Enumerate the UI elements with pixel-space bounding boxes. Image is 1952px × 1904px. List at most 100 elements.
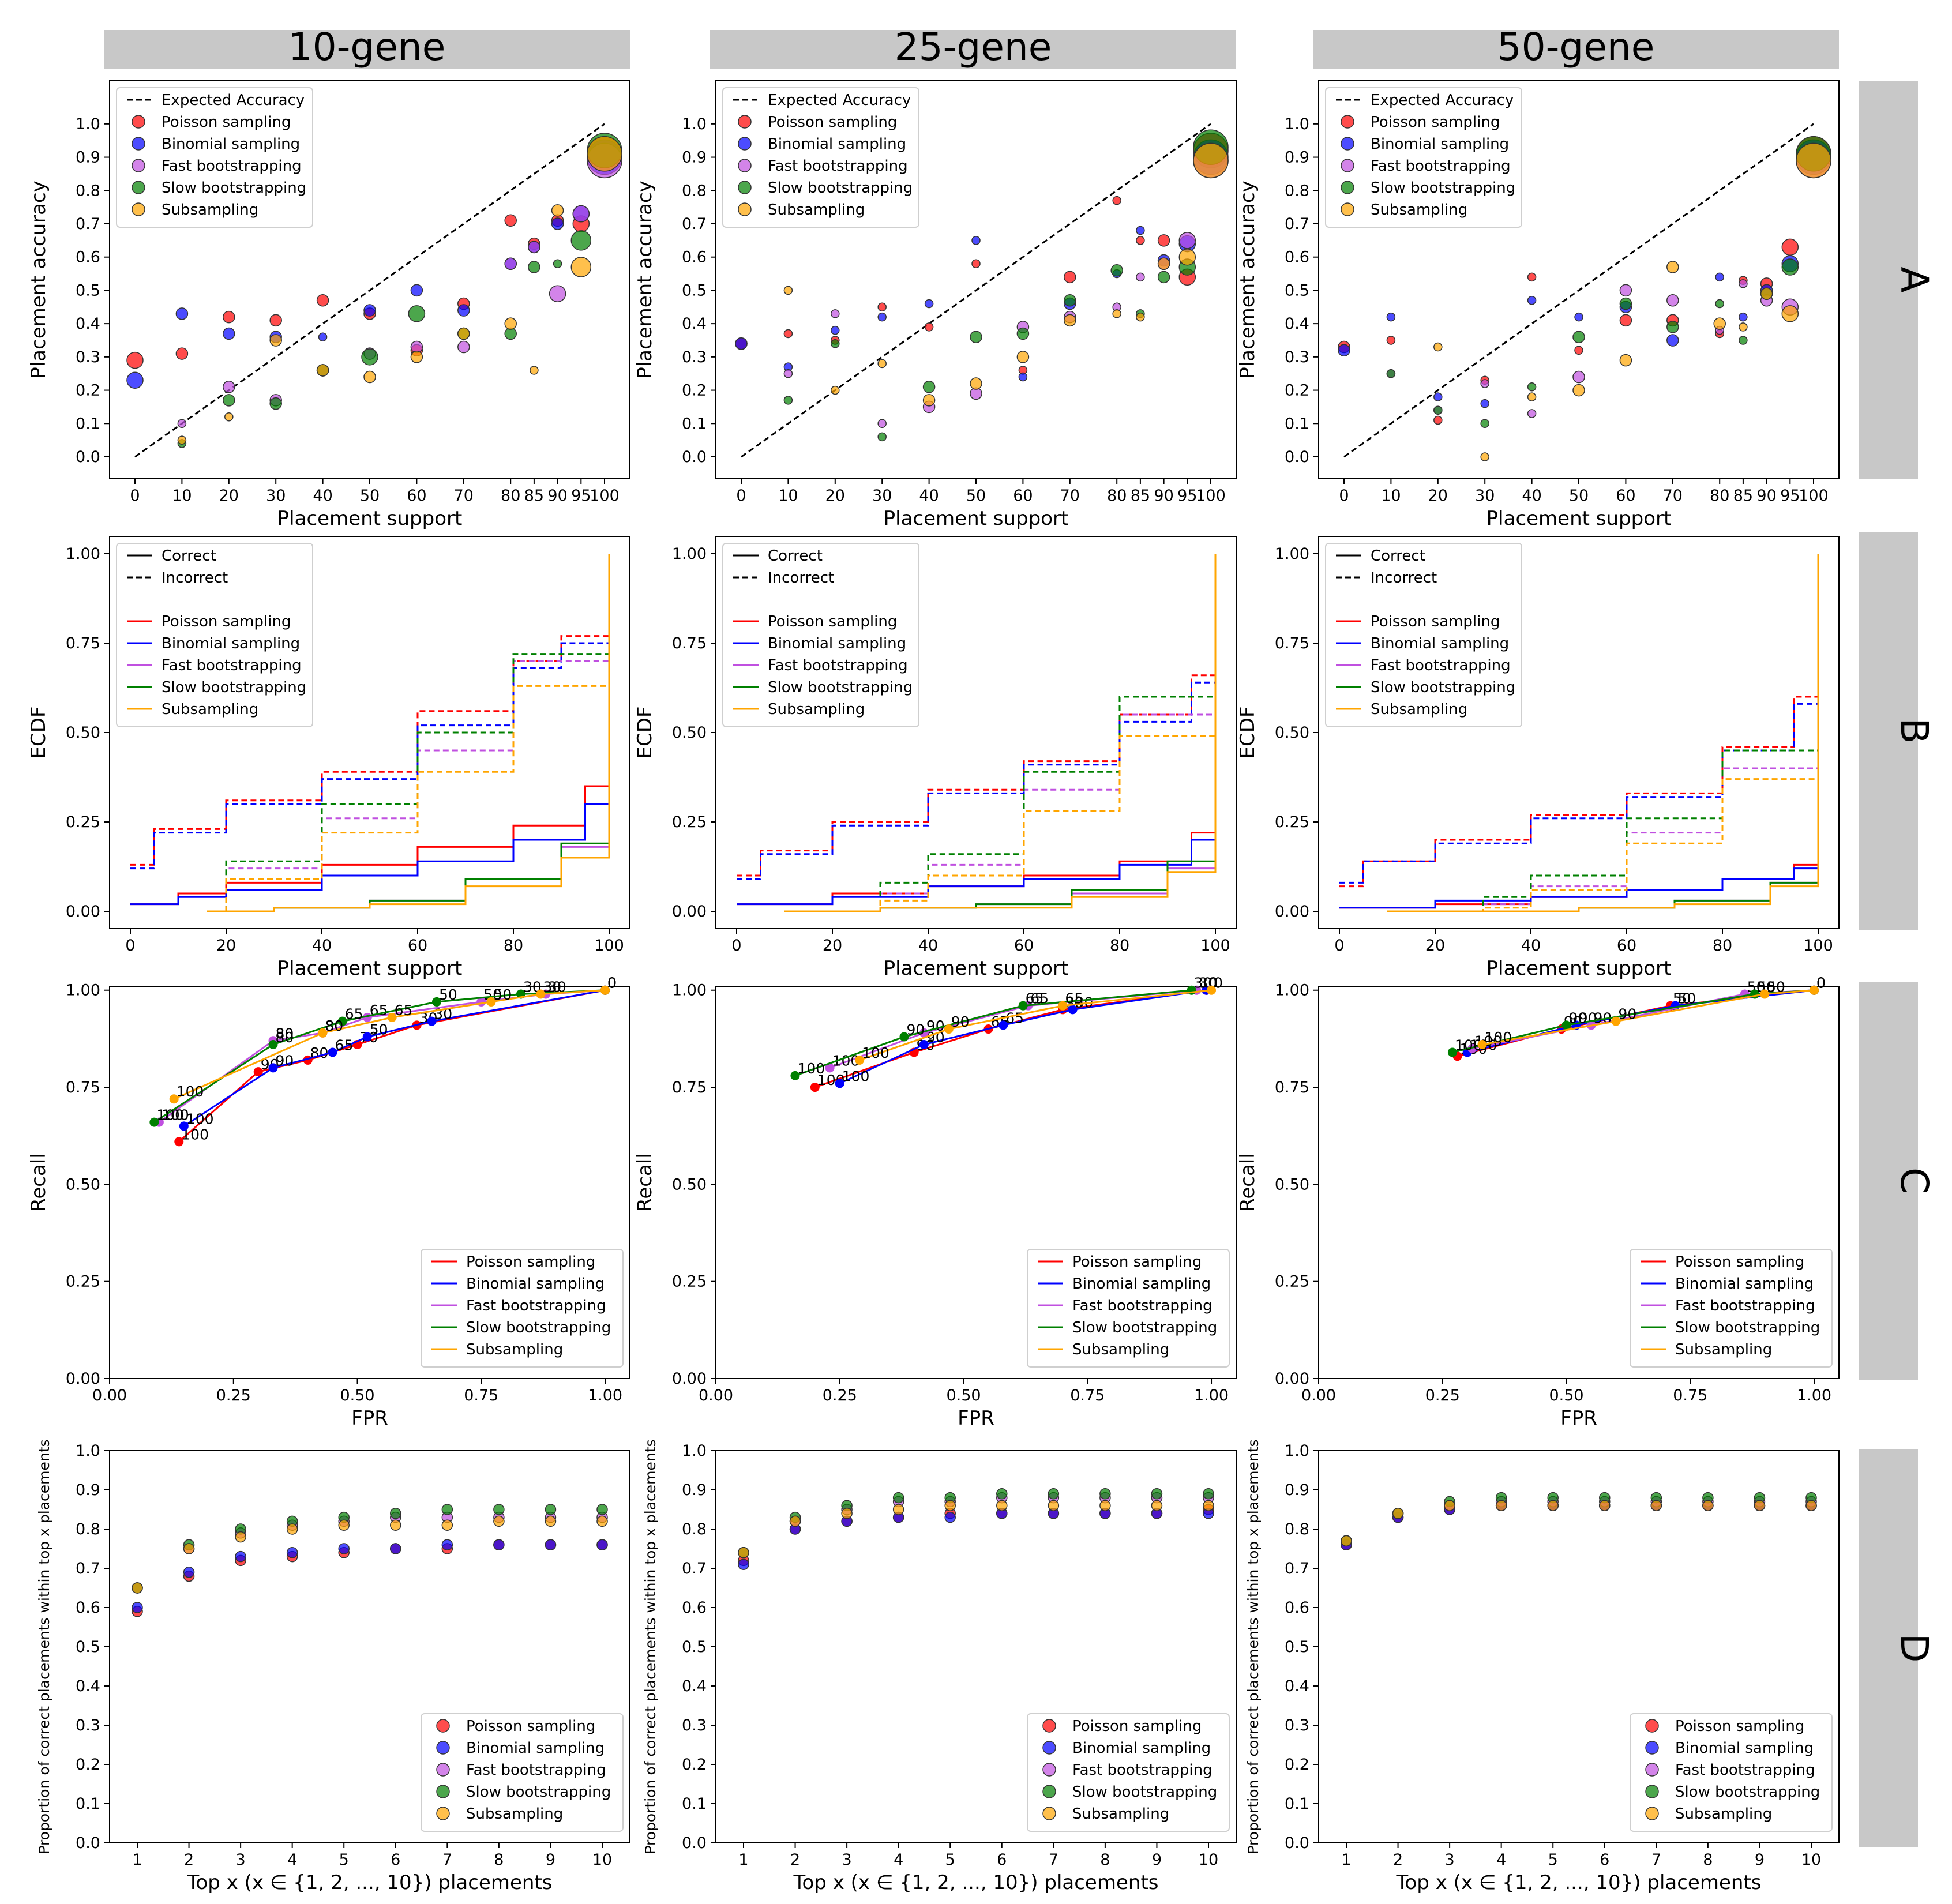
legend-label: Correct: [1371, 547, 1425, 565]
data-point: [235, 1550, 246, 1563]
data-point: [410, 284, 423, 297]
x-tick-label: 4: [894, 1851, 903, 1869]
data-point: [570, 230, 592, 251]
pr-point: [536, 989, 546, 999]
data-point: [1572, 384, 1585, 397]
y-tick-label: 0.3: [76, 1717, 100, 1734]
ecdf-line: [784, 554, 1217, 912]
y-tick-label: 0.1: [76, 1795, 100, 1813]
data-point: [363, 304, 376, 317]
x-axis-label: Placement support: [1486, 957, 1672, 980]
x-axis-label: FPR: [958, 1407, 994, 1430]
x-tick-label: 8: [494, 1851, 504, 1869]
data-point: [1739, 279, 1748, 288]
pr-point: [1207, 985, 1217, 995]
legend-label: Poisson sampling: [1072, 1253, 1202, 1271]
pr-point: [1068, 1005, 1078, 1015]
data-point: [596, 1539, 608, 1550]
legend-marker: [1341, 115, 1354, 129]
x-tick-label: 1.00: [1797, 1387, 1831, 1404]
y-tick-label: 0.5: [682, 281, 707, 299]
x-tick-label: 1.00: [1194, 1387, 1229, 1404]
y-axis-label: Recall: [633, 1153, 656, 1211]
y-tick-label: 0.7: [682, 215, 707, 233]
x-tick-label: 4: [1496, 1851, 1506, 1869]
legend-marker: [132, 137, 145, 151]
legend-box: [116, 87, 313, 228]
data-point: [551, 217, 564, 230]
y-tick-label: 0.3: [76, 348, 100, 366]
y-tick-label: 0.6: [1285, 249, 1309, 266]
y-axis-label: Proportion of correct placements within …: [36, 1439, 52, 1854]
data-point: [1666, 321, 1679, 333]
x-tick-label: 80: [1713, 937, 1732, 955]
column-header-bg: [104, 30, 630, 69]
y-tick-label: 0.00: [1275, 1370, 1309, 1388]
pr-line: [794, 989, 1192, 1077]
y-axis-label: Recall: [27, 1153, 50, 1211]
data-point: [410, 351, 423, 363]
row-title-C: C: [1892, 1167, 1936, 1194]
legend-label: Subsampling: [768, 701, 865, 718]
data-point: [493, 1504, 505, 1515]
pr-point: [998, 1020, 1008, 1030]
x-tick-label: 70: [454, 487, 474, 505]
y-tick-label: 0.6: [682, 1599, 707, 1617]
y-tick-label: 0.8: [1285, 182, 1309, 200]
data-point: [1599, 1500, 1611, 1511]
data-point: [1572, 331, 1585, 343]
legend-marker: [1645, 1807, 1659, 1820]
x-tick-label: 1: [132, 1851, 142, 1869]
legend-label: Binomial sampling: [1371, 635, 1509, 652]
data-point: [831, 385, 840, 395]
data-point: [572, 205, 590, 223]
y-tick-label: 0.8: [76, 182, 100, 200]
y-tick-label: 0.3: [682, 348, 707, 366]
panel-D-10-gene: 1 2 3 4 5 6 7 8 9 10 0.0 0.1 0.2 0.3 0.4 0.5 0.6 0.7 0.8 0.…: [36, 1439, 630, 1894]
data-point: [1048, 1500, 1060, 1511]
x-tick-label: 100: [594, 937, 624, 955]
x-tick-label: 40: [1522, 487, 1541, 505]
legend-marker: [132, 181, 145, 194]
pr-point-label: 50: [370, 1022, 388, 1038]
legend-box: [1027, 1713, 1230, 1832]
data-point: [1527, 382, 1537, 392]
pr-point-label: 65: [370, 1002, 388, 1019]
y-tick-label: 0.00: [66, 903, 100, 921]
pr-point: [362, 1032, 372, 1042]
data-point: [1048, 1488, 1060, 1500]
x-tick-label: 0.00: [1301, 1387, 1336, 1404]
row-headers: A B C D: [1859, 81, 1936, 1847]
data-point: [1760, 287, 1773, 300]
y-tick-label: 0.0: [1285, 1834, 1309, 1852]
x-tick-label: 4: [287, 1851, 297, 1869]
pr-point-label: 65: [1065, 990, 1083, 1007]
data-point: [126, 371, 144, 389]
legend-label: Fast bootstrapping: [466, 1762, 606, 1779]
pr-point: [486, 997, 496, 1007]
legend-marker: [1341, 202, 1354, 216]
data-point: [223, 310, 235, 324]
x-tick-label: 40: [1521, 937, 1541, 955]
y-tick-label: 0.0: [76, 448, 100, 466]
data-point: [1805, 1500, 1817, 1511]
pr-point: [1477, 1039, 1487, 1049]
pr-line: [1457, 989, 1815, 1057]
row-title-D: D: [1892, 1633, 1936, 1663]
data-point: [126, 351, 144, 369]
y-tick-label: 0.00: [1275, 903, 1309, 921]
legend-label: Subsampling: [1675, 1805, 1772, 1823]
data-point: [1781, 305, 1799, 322]
pr-point: [169, 1094, 179, 1104]
legend-label: Expected Accuracy: [768, 92, 911, 109]
data-point: [504, 257, 517, 270]
data-point: [877, 312, 887, 322]
data-point: [1527, 409, 1537, 418]
pr-line: [814, 989, 1207, 1088]
pr-point-label: 80: [275, 1029, 294, 1046]
data-point: [390, 1508, 401, 1519]
pr-point-label: 65: [345, 1006, 363, 1023]
data-point: [596, 1504, 608, 1515]
